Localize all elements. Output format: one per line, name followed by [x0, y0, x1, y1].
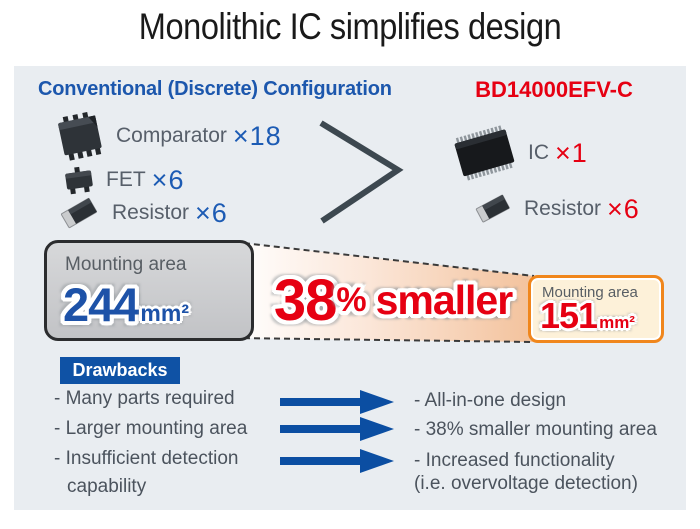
- part-count: ×6: [151, 164, 185, 195]
- sot23-package-icon: [65, 166, 93, 195]
- tssop-ic-package-icon: [454, 125, 515, 181]
- part-count: ×6: [195, 197, 228, 228]
- part-name: Resistor: [112, 201, 190, 224]
- benefit-item: (i.e. overvoltage detection): [414, 473, 638, 494]
- mounting-area-value: 151 mm²: [538, 293, 637, 338]
- chip-resistor-icon: [475, 194, 510, 223]
- right-arrow-icon: [280, 417, 394, 441]
- chip-resistor-icon: [61, 197, 97, 229]
- mounting-area-label: Mounting area: [65, 254, 187, 275]
- mounting-area-unit: mm²: [138, 298, 191, 328]
- percent-number: 38: [271, 265, 340, 336]
- comparison-panel: Conventional (Discrete) Configuration BD…: [14, 66, 686, 510]
- right-arrow-icon: [280, 390, 394, 414]
- product-heading: BD14000EFV-C: [475, 77, 633, 102]
- drawback-item: - Larger mounting area: [54, 418, 248, 439]
- ic-mounting-area-box: Mounting area 151 mm²: [528, 275, 664, 343]
- mounting-area-value: 244 mm²: [60, 275, 191, 334]
- drawbacks-badge: Drawbacks: [60, 357, 180, 384]
- mounting-area-number: 244: [60, 275, 142, 334]
- drawback-item: - Many parts required: [54, 388, 235, 409]
- part-name: Resistor: [524, 197, 602, 220]
- page-title: Monolithic IC simplifies design: [0, 6, 700, 48]
- part-name: Comparator: [116, 124, 227, 147]
- mounting-area-label: Mounting area: [542, 284, 638, 301]
- ic-row: IC ×1: [446, 122, 588, 184]
- benefit-item: - Increased functionality: [414, 450, 615, 471]
- drawback-item: - Insufficient detection: [54, 448, 239, 469]
- benefit-item: - 38% smaller mounting area: [414, 419, 657, 440]
- smaller-word: smaller: [373, 274, 517, 326]
- percent-smaller-callout: 38 % smaller: [256, 262, 530, 338]
- right-arrow-icon: [280, 449, 394, 473]
- part-count: ×18: [232, 120, 282, 151]
- area-reduction-trapezoid: [233, 241, 535, 343]
- page-title-text: Monolithic IC simplifies design: [138, 6, 562, 47]
- percent-sign: %: [333, 278, 369, 322]
- mounting-area-unit: mm²: [597, 311, 637, 334]
- fet-row: FET ×6: [62, 162, 184, 198]
- mounting-area-number: 151: [538, 293, 600, 338]
- soic8-package-icon: [58, 111, 102, 161]
- part-name: FET: [106, 168, 146, 191]
- ic-resistor-row: Resistor ×6: [472, 188, 640, 230]
- part-name: IC: [528, 141, 549, 164]
- conventional-heading: Conventional (Discrete) Configuration: [38, 78, 392, 100]
- greater-than-icon: [319, 120, 404, 224]
- comparator-row: Comparator ×18: [54, 110, 282, 162]
- drawback-item: capability: [67, 476, 147, 497]
- part-count: ×6: [607, 193, 640, 224]
- conventional-mounting-area-box: Mounting area 244 mm²: [44, 240, 254, 341]
- benefit-item: - All-in-one design: [414, 390, 567, 411]
- part-count: ×1: [555, 137, 588, 168]
- resistor-row: Resistor ×6: [56, 192, 228, 234]
